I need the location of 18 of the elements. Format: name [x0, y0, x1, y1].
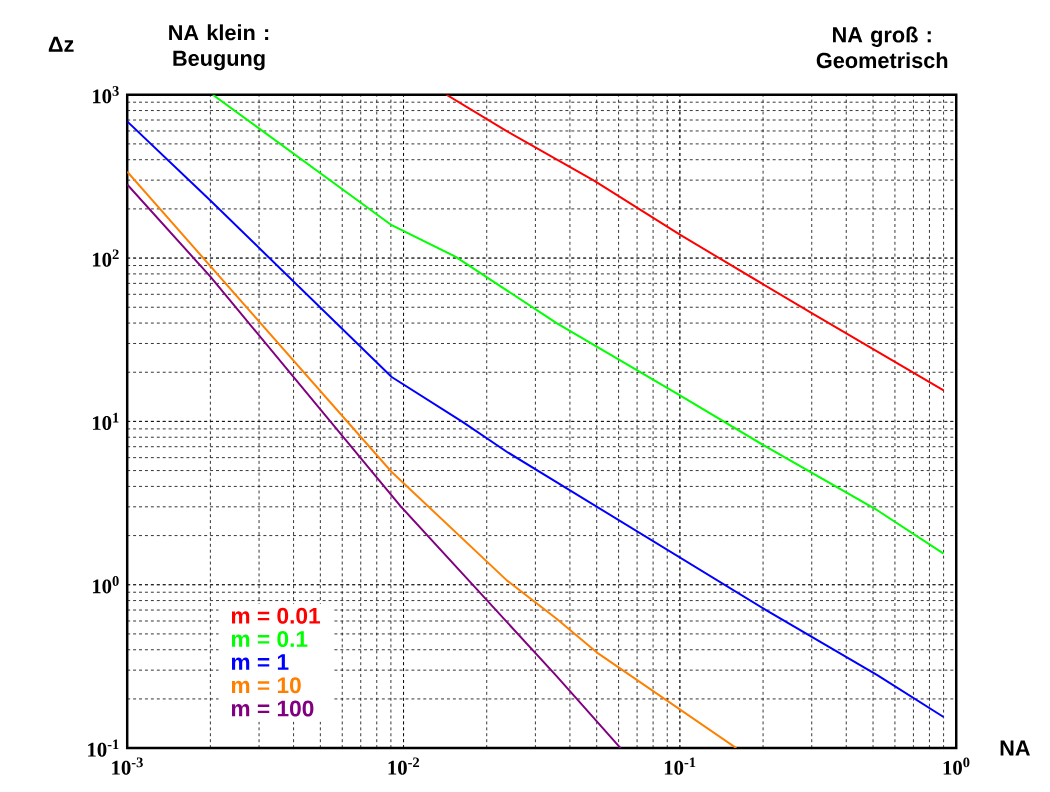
text: m = 0.1 — [231, 631, 308, 648]
x-tick-label: 10$^{-1}$ — [664, 757, 696, 775]
y-tick-label: 10$^{0}$ — [92, 576, 119, 594]
text: NA groß : Geometrisch — [816, 26, 948, 69]
y-tick-label: 10$^{2}$ — [92, 249, 119, 267]
text: m = 1 — [231, 654, 289, 671]
text: m = 0.01 — [231, 607, 321, 625]
text: m = 100 — [231, 700, 314, 717]
text: NA klein : Beugung — [169, 24, 269, 71]
text: m = 10 — [231, 677, 301, 694]
y-tick-label: 10$^{3}$ — [92, 86, 119, 104]
x-tick-label: 10$^{-3}$ — [112, 757, 143, 775]
y-tick-label: 10$^{-1}$ — [88, 739, 119, 757]
y-tick-label: 10$^{1}$ — [92, 413, 119, 431]
y-axis-title: Δz — [48, 37, 74, 52]
x-tick-label: 10$^{0}$ — [943, 757, 970, 776]
x-tick-label: 10$^{-2}$ — [388, 757, 420, 775]
x-axis-title: NA — [1000, 740, 1030, 756]
